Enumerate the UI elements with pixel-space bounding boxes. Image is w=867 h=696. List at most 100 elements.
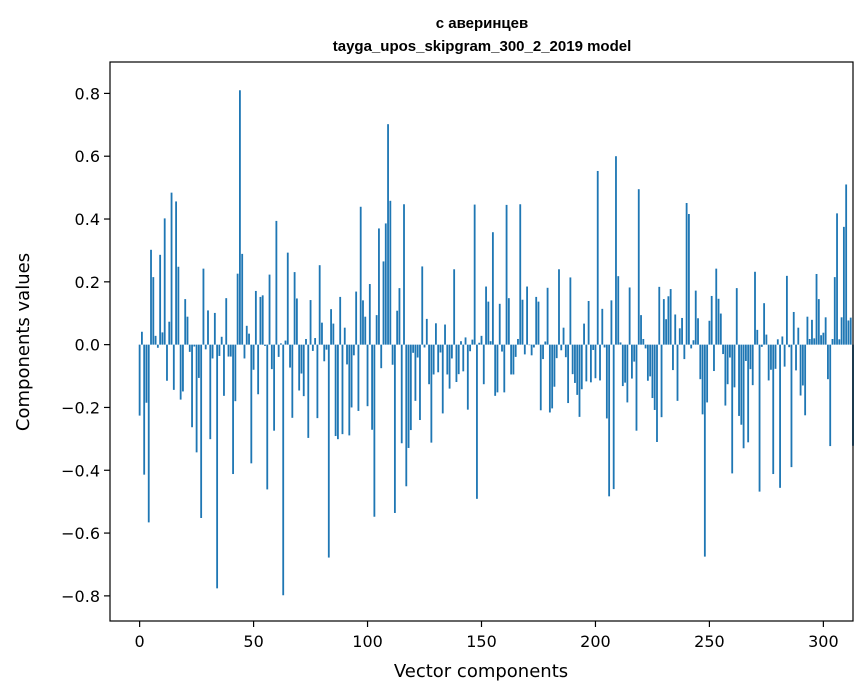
bar bbox=[437, 344, 440, 373]
x-tick-label: 0 bbox=[135, 632, 145, 651]
bar bbox=[692, 340, 695, 345]
bar bbox=[412, 344, 415, 353]
bar bbox=[273, 344, 276, 431]
bar bbox=[143, 344, 146, 475]
bar bbox=[473, 204, 476, 345]
bar bbox=[765, 334, 768, 345]
bar bbox=[471, 339, 474, 345]
bar bbox=[815, 273, 818, 345]
bar bbox=[774, 344, 777, 369]
bar bbox=[179, 344, 182, 400]
chart-title: с аверинцев bbox=[436, 15, 528, 32]
bar bbox=[403, 204, 405, 345]
bar bbox=[776, 339, 779, 345]
bar bbox=[729, 344, 731, 358]
bar bbox=[229, 344, 232, 357]
chart-subtitle: tayga_upos_skipgram_300_2_2019 model bbox=[333, 38, 632, 55]
bar bbox=[425, 318, 428, 345]
bar bbox=[469, 344, 472, 352]
bar bbox=[248, 333, 250, 345]
bar bbox=[635, 344, 638, 431]
bar bbox=[430, 344, 433, 443]
bar bbox=[783, 344, 786, 367]
bar bbox=[428, 344, 430, 385]
bar bbox=[594, 344, 597, 379]
bar bbox=[156, 344, 159, 348]
bar bbox=[182, 344, 184, 392]
bar bbox=[669, 289, 672, 345]
bar bbox=[615, 156, 617, 345]
bar bbox=[710, 295, 713, 345]
bar bbox=[658, 286, 661, 345]
bar bbox=[252, 344, 255, 370]
bar bbox=[605, 344, 608, 419]
bar bbox=[779, 344, 781, 488]
bar bbox=[311, 344, 314, 351]
bar bbox=[204, 344, 207, 350]
bar bbox=[564, 344, 567, 358]
bar bbox=[450, 344, 453, 359]
bar bbox=[141, 331, 143, 345]
bar bbox=[291, 344, 294, 418]
bar bbox=[808, 338, 811, 345]
bar bbox=[806, 316, 809, 345]
bar bbox=[485, 286, 487, 345]
bar bbox=[188, 344, 191, 352]
bar bbox=[325, 344, 328, 350]
bar bbox=[667, 296, 670, 345]
bar bbox=[448, 344, 451, 389]
bar bbox=[232, 344, 234, 475]
bar bbox=[350, 344, 353, 408]
bar bbox=[649, 344, 652, 377]
bar bbox=[373, 344, 376, 517]
bar bbox=[348, 344, 351, 436]
x-tick-label: 50 bbox=[243, 632, 263, 651]
bar bbox=[419, 344, 421, 421]
bar bbox=[569, 277, 572, 345]
bar bbox=[466, 344, 469, 410]
bar bbox=[505, 204, 508, 345]
bar bbox=[409, 344, 412, 431]
bar bbox=[553, 344, 556, 387]
bar bbox=[382, 261, 385, 345]
bar bbox=[389, 200, 392, 345]
bar bbox=[491, 232, 494, 345]
bar bbox=[521, 299, 524, 345]
bar bbox=[236, 273, 239, 345]
bar bbox=[193, 344, 196, 347]
bar bbox=[503, 344, 506, 393]
bar bbox=[772, 344, 775, 475]
bar bbox=[371, 344, 374, 430]
bar bbox=[517, 338, 519, 345]
bar bbox=[703, 344, 706, 557]
bar bbox=[842, 226, 845, 345]
bar bbox=[295, 298, 298, 345]
bar bbox=[795, 344, 797, 371]
bar bbox=[574, 344, 576, 383]
y-tick-label: 0.6 bbox=[75, 147, 100, 166]
bar bbox=[343, 327, 346, 345]
bar bbox=[359, 206, 362, 345]
bar bbox=[544, 341, 547, 345]
bar bbox=[145, 344, 148, 403]
bar bbox=[264, 344, 266, 346]
bar bbox=[847, 320, 850, 345]
bar bbox=[168, 321, 171, 345]
bar bbox=[744, 344, 747, 361]
bar bbox=[626, 344, 629, 403]
bar bbox=[624, 344, 626, 383]
bar bbox=[662, 299, 665, 345]
bar bbox=[631, 344, 633, 379]
bar bbox=[245, 325, 248, 345]
bar bbox=[207, 310, 209, 345]
bar bbox=[633, 344, 636, 362]
bar bbox=[177, 266, 180, 345]
bar bbox=[621, 344, 624, 387]
y-tick-label: −0.8 bbox=[61, 587, 100, 606]
bar bbox=[213, 312, 216, 345]
bar bbox=[749, 344, 752, 370]
bar bbox=[656, 344, 658, 442]
bar bbox=[138, 344, 141, 416]
bar bbox=[362, 300, 364, 345]
bar bbox=[216, 344, 219, 589]
